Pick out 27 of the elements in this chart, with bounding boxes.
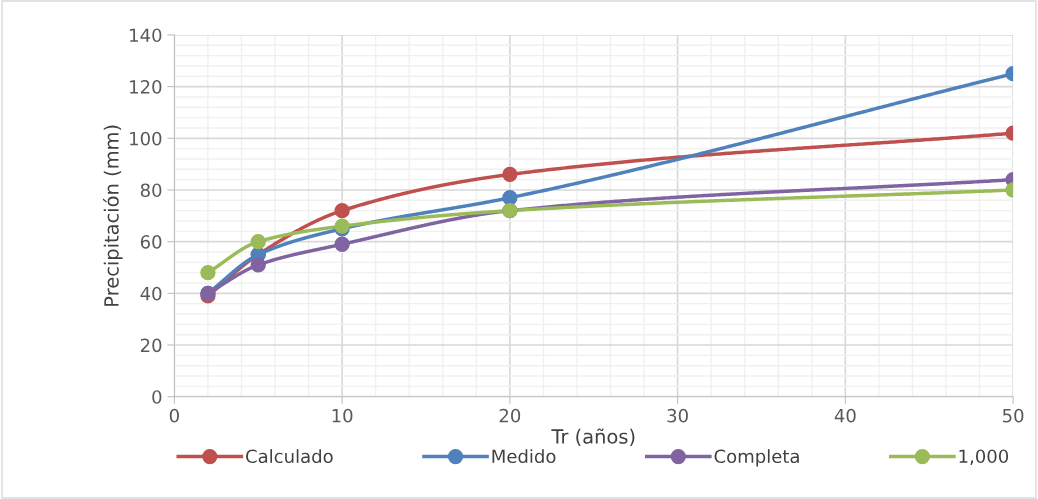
legend-label: Completa (714, 449, 799, 467)
legend-label: Medido (492, 449, 556, 464)
point (200, 265, 216, 281)
y-tick-label: 40 (140, 286, 162, 301)
y-tick-label: 0 (152, 390, 162, 404)
x-tick-label: 0 (169, 408, 179, 423)
y-tick-label: 100 (130, 131, 162, 146)
x-axis-title: Tr (años) (551, 428, 635, 447)
y-tick-label: 20 (140, 338, 162, 353)
point (502, 166, 518, 183)
y-axis-title: Precipitación (mm) (102, 125, 123, 306)
y-tick-label: 120 (130, 80, 162, 94)
y-tick-label: 80 (140, 183, 162, 198)
point (250, 257, 266, 273)
x-tick-label: 50 (1002, 408, 1024, 423)
legend-label: 1,000 (959, 449, 1009, 465)
x-tick-label: 30 (667, 408, 688, 423)
legend-label: Calculado (246, 449, 333, 464)
point (250, 234, 266, 250)
x-tick-label: 10 (332, 408, 353, 423)
y-tick-label: 60 (140, 235, 162, 249)
x-tick-label: 40 (834, 408, 856, 423)
point (334, 203, 350, 219)
y-tick-label: 140 (130, 28, 162, 43)
point (502, 190, 518, 206)
point (334, 236, 350, 252)
x-tick-label: 20 (499, 408, 521, 423)
